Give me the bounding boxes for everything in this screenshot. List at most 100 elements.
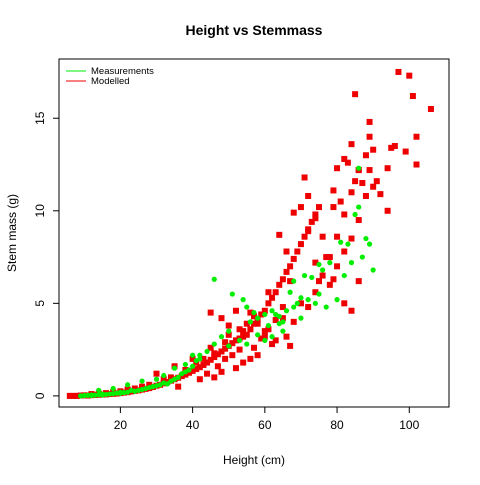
modelled-point	[214, 363, 221, 370]
modelled-point	[427, 105, 434, 112]
modelled-point	[131, 385, 138, 392]
x-axis-label: Height (cm)	[223, 453, 285, 467]
measurement-point	[356, 204, 362, 210]
modelled-point	[189, 367, 196, 374]
modelled-point	[261, 333, 268, 340]
modelled-point	[240, 333, 247, 340]
modelled-point	[236, 326, 243, 333]
measurement-point	[298, 315, 304, 321]
measurement-point	[218, 334, 225, 340]
modelled-point	[196, 364, 203, 371]
modelled-point	[211, 350, 218, 357]
modelled-point	[279, 304, 286, 311]
modelled-point	[359, 180, 366, 187]
measurement-point	[309, 274, 315, 281]
modelled-point	[240, 359, 247, 366]
y-tick-label: 5	[33, 300, 47, 307]
modelled-point	[301, 174, 308, 181]
measurement-point	[255, 332, 261, 338]
modelled-point	[160, 376, 167, 383]
y-axis: 0 5 10 15	[33, 111, 60, 399]
modelled-point	[305, 192, 312, 199]
modelled-point	[366, 167, 373, 174]
measurement-point	[229, 291, 235, 297]
legend-label-modelled: Modelled	[91, 76, 130, 87]
measurement-point	[255, 315, 261, 321]
modelled-point	[251, 344, 257, 351]
measurement-point	[211, 276, 217, 282]
measurement-point	[110, 385, 116, 392]
measurement-point	[301, 272, 308, 279]
measurement-point	[312, 300, 318, 306]
modelled-point	[272, 317, 279, 323]
modelled-point	[297, 204, 304, 211]
modelled-point	[348, 189, 355, 196]
measurement-point	[190, 352, 196, 358]
modelled-point	[243, 331, 250, 338]
measurement-point	[175, 374, 181, 380]
measurement-point	[352, 211, 358, 218]
chart-title: Height vs Stemmass	[186, 22, 323, 38]
y-tick-label: 0	[33, 392, 47, 399]
measurement-point	[370, 267, 376, 273]
modelled-point	[225, 322, 232, 329]
measurement-point	[247, 319, 253, 325]
modelled-point	[70, 392, 77, 399]
measurement-point	[190, 363, 196, 369]
modelled-point	[153, 370, 160, 377]
modelled-point	[167, 374, 174, 381]
modelled-point	[211, 374, 218, 381]
modelled-point	[139, 383, 146, 390]
modelled-point	[316, 204, 322, 211]
modelled-point	[236, 346, 243, 353]
modelled-point	[74, 392, 81, 399]
modelled-point	[406, 72, 413, 79]
measurement-point	[244, 304, 250, 310]
modelled-point	[362, 192, 369, 199]
measurement-point	[280, 328, 286, 334]
modelled-point	[334, 263, 341, 270]
data-points	[66, 68, 434, 399]
modelled-point	[279, 276, 286, 283]
modelled-point	[193, 366, 200, 373]
measurement-point	[334, 297, 340, 303]
modelled-point	[316, 278, 322, 285]
modelled-point	[290, 318, 297, 325]
measurement-point	[171, 365, 178, 371]
measurement-point	[164, 381, 170, 387]
measurement-point	[276, 321, 282, 327]
measurement-point	[363, 235, 369, 242]
measurement-point	[262, 311, 268, 318]
measurement-point	[359, 254, 365, 260]
modelled-point	[348, 141, 355, 148]
modelled-point	[232, 337, 239, 344]
modelled-point	[229, 352, 236, 359]
modelled-point	[297, 300, 304, 307]
measurement-point	[125, 382, 131, 388]
modelled-point	[207, 309, 214, 316]
modelled-point	[355, 278, 362, 285]
modelled-point	[232, 307, 239, 314]
modelled-point	[283, 333, 290, 340]
measurement-point	[269, 334, 275, 340]
modelled-point	[218, 348, 225, 355]
modelled-point	[337, 198, 344, 205]
modelled-point	[251, 313, 257, 320]
modelled-point	[222, 339, 229, 346]
modelled-point	[200, 361, 207, 368]
modelled-point	[312, 289, 319, 296]
measurement-point	[348, 260, 355, 266]
modelled-point	[305, 228, 312, 235]
modelled-point	[247, 309, 254, 316]
modelled-point	[269, 341, 276, 348]
modelled-point	[312, 211, 319, 218]
modelled-point	[334, 233, 341, 240]
x-tick-label: 60	[258, 418, 272, 432]
modelled-point	[261, 328, 268, 335]
modelled-point	[319, 272, 326, 279]
measurement-point	[269, 308, 275, 314]
modelled-point	[258, 311, 265, 318]
modelled-point	[272, 289, 279, 296]
plot-frame	[58, 58, 450, 408]
